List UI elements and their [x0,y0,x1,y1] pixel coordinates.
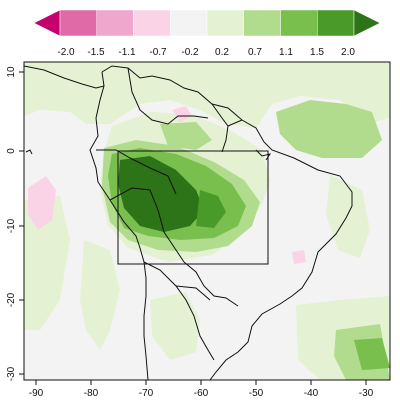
y-tick-label: 10 [6,66,17,78]
colorbar-tick-label: 1.1 [279,47,293,58]
border-line [109,187,185,263]
x-tick-label: -90 [29,388,44,399]
coastline-south-america [101,65,353,380]
y-tick-labels: 10 0 -10 -20 -30 [6,66,17,381]
map-frame [23,61,391,381]
border-line [127,67,209,125]
colorbar: -2.0 -1.5 -1.1 -0.7 -0.2 0.2 0.7 1.1 1.5… [33,9,381,58]
colorbar-tick-label: 2.0 [341,47,355,58]
colorbar-tick-label: -0.7 [149,47,167,58]
anomaly-patch-medium-green [276,100,382,158]
anomaly-field [24,62,390,380]
colorbar-tick-label: 1.5 [310,47,324,58]
x-axis [35,380,367,385]
colorbar-swatch [317,9,355,37]
x-tick-label: -40 [304,388,319,399]
coastlines [24,65,353,380]
map-area [23,61,391,381]
colorbar-tick-label: -2.0 [57,47,75,58]
x-tick-label: -70 [139,388,154,399]
anomaly-patch-medium-green [160,122,212,150]
border-line [211,103,243,127]
colorbar-tick-label: -1.5 [87,47,105,58]
colorbar-swatch [96,9,134,37]
anomaly-patch-light-green [326,175,370,258]
colorbar-swatch [133,9,171,37]
colorbar-ticks: -2.0 -1.5 -1.1 -0.7 -0.2 0.2 0.7 1.1 1.5… [57,47,355,58]
anomaly-patch-light-green [24,62,390,128]
colorbar-swatch [59,9,97,37]
colorbar-high-arrow [353,9,381,37]
y-tick-label: -20 [6,292,17,307]
colorbar-swatch [280,9,318,37]
anomaly-patch-dark-green [118,156,204,232]
study-region-box [117,150,269,265]
anomaly-patch-light-green [150,292,200,360]
x-tick-label: -80 [84,388,99,399]
x-tick-label: -50 [249,388,264,399]
anomaly-patch-pink [28,176,56,230]
colorbar-tick-label: 0.7 [248,47,262,58]
colorbar-swatch [243,9,281,37]
anomaly-patch-pink [292,250,306,264]
anomaly-patch-light-green [80,240,120,350]
colorbar-tick-label: -0.2 [181,47,199,58]
y-tick-label: -30 [6,366,17,381]
border-line [96,149,177,195]
border-line [143,261,215,361]
y-tick-label: 0 [6,148,17,154]
anomaly-patch-light-green [24,196,70,330]
colorbar-tick-label: 0.2 [215,47,229,58]
anomaly-patch-pink [172,106,192,122]
colorbar-low-arrow [33,9,61,37]
colorbar-swatches [33,9,381,37]
border-line [221,125,229,153]
island [25,149,33,155]
border-line [183,261,239,307]
colorbar-swatch [170,9,208,37]
border-line [175,285,211,301]
anomaly-patch-dark-green [196,190,226,228]
anomaly-patch-green [354,338,390,370]
colorbar-swatch [206,9,244,37]
x-tick-label: -60 [194,388,209,399]
coastline-central-america [24,65,105,89]
x-tick-label: -30 [359,388,374,399]
colorbar-tick-label: -1.1 [118,47,136,58]
y-axis [19,71,24,375]
x-tick-labels: -90 -80 -70 -60 -50 -40 -30 [29,388,374,399]
y-tick-label: -10 [6,218,17,233]
coastline-west [89,71,149,380]
